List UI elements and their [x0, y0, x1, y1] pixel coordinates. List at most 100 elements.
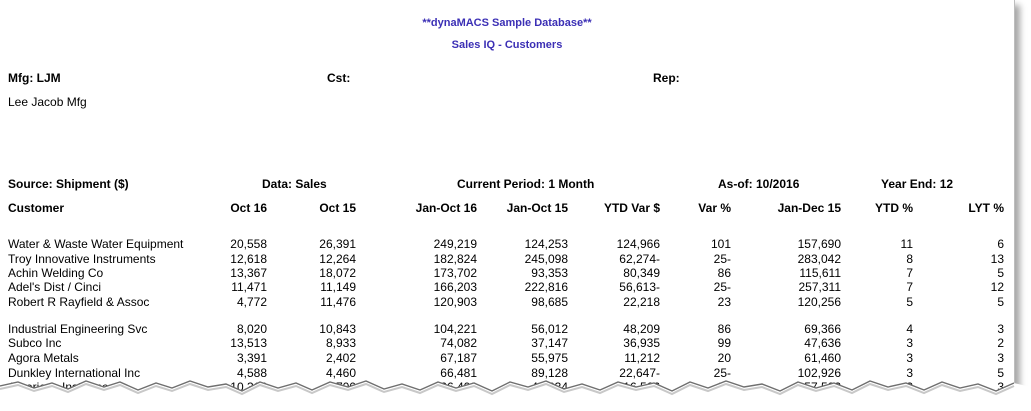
- col-janoct15: Jan-Oct 15: [506, 201, 568, 215]
- cell-janoct16: 67,187: [440, 351, 477, 365]
- cell-janoct16: 173,702: [433, 266, 477, 280]
- cell-lyt-pct: 3: [997, 380, 1004, 394]
- cell-var-pct: 86: [717, 266, 731, 280]
- cell-lyt-pct: 2: [997, 336, 1004, 350]
- source-param: Source: Shipment ($): [8, 177, 129, 191]
- asof-param: As-of: 10/2016: [718, 177, 800, 191]
- cell-oct16: 13,367: [230, 266, 267, 280]
- cell-customer: Adel's Dist / Cinci: [8, 280, 101, 294]
- mfg-name: Lee Jacob Mfg: [8, 95, 87, 109]
- cell-ytd-var: 11,212: [624, 351, 660, 365]
- cell-janoct15: 56,012: [531, 322, 568, 336]
- cell-var-pct: 20: [717, 351, 731, 365]
- cell-janoct16: 66,481: [440, 366, 477, 380]
- rep-label: Rep:: [653, 71, 680, 85]
- cell-jandec15: 157,690: [797, 237, 841, 251]
- cell-ytd-pct: 3: [906, 336, 913, 350]
- cell-janoct15: 98,685: [531, 295, 568, 309]
- cell-janoct16: 166,203: [433, 280, 477, 294]
- cell-customer: Robert R Rayfield & Assoc: [8, 295, 150, 309]
- cell-lyt-pct: 6: [997, 237, 1004, 251]
- cell-ytd-pct: 8: [906, 252, 913, 266]
- table-row: Subco Inc 13,513 8,933 74,082 37,147 36,…: [0, 336, 1014, 350]
- table-row: Robert R Rayfield & Assoc 4,772 11,476 1…: [0, 295, 1014, 309]
- cell-ytd-pct: 11: [900, 237, 913, 251]
- cell-janoct15: 37,147: [531, 336, 568, 350]
- yearend-param: Year End: 12: [881, 177, 954, 191]
- cell-jandec15: 283,042: [797, 252, 841, 266]
- table-row: Troy Innovative Instruments 12,618 12,26…: [0, 252, 1014, 266]
- cell-jandec15: 102,926: [797, 366, 841, 380]
- cell-oct16: 8,020: [236, 322, 267, 336]
- cell-oct15: 12,264: [319, 252, 356, 266]
- col-oct16: Oct 16: [230, 201, 267, 215]
- report-subtitle: Sales IQ - Customers: [451, 39, 563, 51]
- cell-oct15: 2,402: [325, 351, 356, 365]
- cell-lyt-pct: 13: [990, 252, 1004, 266]
- cell-jandec15: 61,460: [804, 351, 841, 365]
- cell-ytd-var: 48,209: [623, 322, 660, 336]
- cell-oct16: 11,471: [231, 280, 267, 294]
- cell-var-pct: 25-: [713, 280, 731, 294]
- cell-customer: Agora Metals: [8, 351, 79, 365]
- cell-lyt-pct: 3: [997, 351, 1004, 365]
- cell-ytd-pct: 3: [906, 366, 913, 380]
- table-row: Achin Welding Co 13,367 18,072 173,702 9…: [0, 266, 1014, 280]
- cell-ytd-pct: 7: [906, 266, 913, 280]
- cell-ytd-pct: 4: [906, 322, 913, 336]
- cell-oct16: 4,772: [236, 295, 267, 309]
- cell-ytd-var: 62,274-: [619, 252, 660, 266]
- cell-oct15: 26,391: [319, 237, 356, 251]
- cst-label: Cst:: [327, 71, 351, 85]
- cell-var-pct: 99: [717, 336, 731, 350]
- cell-lyt-pct: 12: [990, 280, 1004, 294]
- cell-janoct15: 89,128: [531, 366, 568, 380]
- cell-janoct15: 55,975: [531, 351, 568, 365]
- cell-ytd-pct: 5: [906, 295, 913, 309]
- cell-var-pct: 101: [710, 237, 731, 251]
- col-jandec15: Jan-Dec 15: [777, 201, 841, 215]
- cell-janoct15: 124,253: [524, 237, 568, 251]
- col-ytd-var: YTD Var $: [603, 201, 660, 215]
- cell-ytd-pct: 3: [906, 351, 913, 365]
- table-row: Adel's Dist / Cinci 11,471 11,149 166,20…: [0, 280, 1014, 294]
- cell-lyt-pct: 5: [997, 295, 1004, 309]
- column-header-row: Customer Oct 16 Oct 15 Jan-Oct 16 Jan-Oc…: [0, 201, 1014, 215]
- cell-customer: Dunkley International Inc: [8, 366, 141, 380]
- cell-ytd-var: 22,218: [623, 295, 660, 309]
- cell-ytd-var: 22,647-: [619, 366, 660, 380]
- cell-lyt-pct: 5: [997, 366, 1004, 380]
- cell-jandec15: 115,611: [799, 266, 841, 280]
- col-ytd-pct: YTD %: [874, 201, 913, 215]
- cell-janoct15: 222,816: [524, 280, 568, 294]
- report-page: **dynaMACS Sample Database** Sales IQ - …: [0, 0, 1015, 397]
- cell-oct16: 12,618: [230, 252, 267, 266]
- col-janoct16: Jan-Oct 16: [415, 201, 477, 215]
- cell-ytd-pct: 7: [906, 280, 913, 294]
- report-title: **dynaMACS Sample Database**: [422, 17, 592, 29]
- cell-ytd-var: 80,349: [623, 266, 660, 280]
- cell-customer: Subco Inc: [8, 336, 62, 350]
- cell-janoct16: 120,903: [433, 295, 477, 309]
- cell-lyt-pct: 3: [997, 322, 1004, 336]
- cell-var-pct: 23: [717, 295, 731, 309]
- cell-jandec15: 120,256: [797, 295, 841, 309]
- cell-ytd-var: 36,935: [623, 336, 660, 350]
- col-var-pct: Var %: [698, 201, 731, 215]
- cell-oct16: 4,588: [236, 366, 267, 380]
- cell-customer: Water & Waste Water Equipment: [8, 237, 184, 251]
- period-param: Current Period: 1 Month: [457, 177, 595, 191]
- cell-oct15: 4,460: [325, 366, 356, 380]
- cell-lyt-pct: 5: [997, 266, 1004, 280]
- cell-ytd-var: 124,966: [616, 237, 660, 251]
- cell-oct15: 11,476: [320, 295, 356, 309]
- cell-jandec15: 257,311: [798, 280, 842, 294]
- table-row: Water & Waste Water Equipment 20,558 26,…: [0, 237, 1014, 251]
- col-customer: Customer: [8, 201, 65, 215]
- cell-customer: Troy Innovative Instruments: [8, 252, 156, 266]
- cell-janoct15: 245,098: [524, 252, 568, 266]
- cell-ytd-var: 56,613-: [619, 280, 660, 294]
- cell-oct15: 11,149: [320, 280, 356, 294]
- cell-var-pct: 25-: [713, 252, 731, 266]
- cell-var-pct: 86: [717, 322, 731, 336]
